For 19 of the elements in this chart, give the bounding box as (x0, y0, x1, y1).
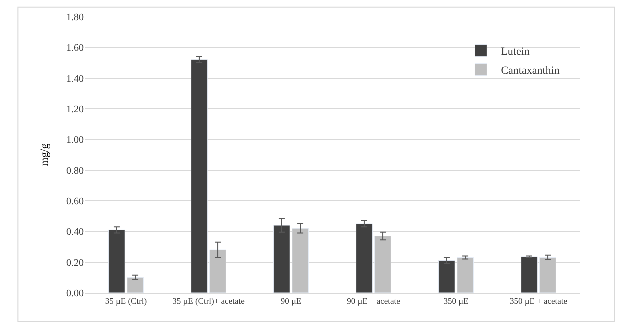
y-tick-label: 0.00 (66, 288, 84, 300)
y-tick-label: 1.40 (66, 74, 84, 85)
x-tick-label: 35 µE (Ctrl)+ acetate (172, 296, 246, 306)
y-tick-label: 0.80 (66, 166, 84, 177)
x-tick-label: 90 µE + acetate (347, 296, 401, 306)
x-tick-label: 90 µE (280, 296, 302, 306)
y-axis-title: mg/g (39, 143, 52, 166)
x-tick-label: 350 µE (444, 296, 469, 306)
y-tick-label: 1.00 (66, 135, 84, 146)
x-tick-label: 35 µE (Ctrl) (105, 296, 148, 306)
y-tick-label: 0.20 (66, 258, 84, 269)
legend-label: Lutein (501, 46, 530, 58)
x-tick-label: 350 µE + acetate (510, 296, 568, 306)
y-tick-label: 1.20 (66, 104, 84, 116)
legend-label: Cantaxanthin (501, 65, 560, 78)
y-tick-label: 0.40 (66, 227, 84, 238)
y-tick-label: 1.60 (66, 43, 84, 54)
y-tick-label: 0.60 (66, 196, 84, 208)
y-tick-label: 1.80 (66, 12, 84, 24)
